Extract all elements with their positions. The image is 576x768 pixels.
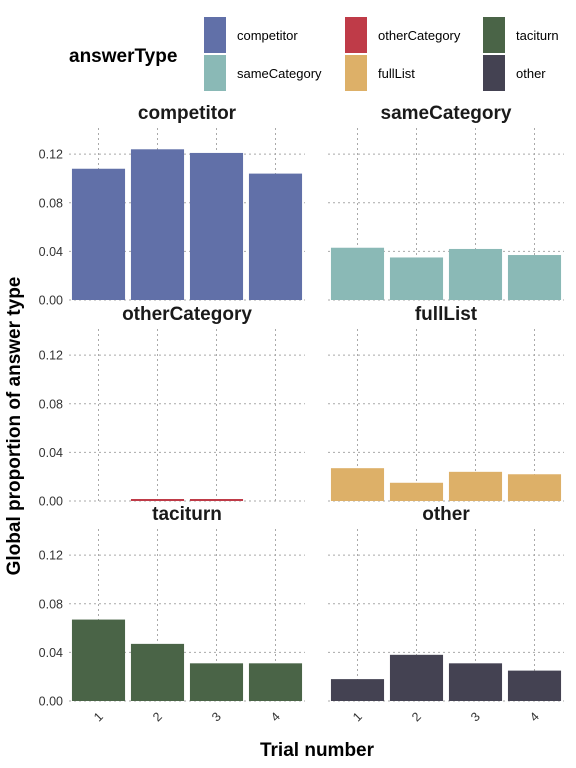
bar-fullList-2 — [389, 482, 444, 501]
x-tick-label: 1 — [350, 710, 365, 725]
y-tick-label: 0.00 — [39, 695, 63, 709]
bar-fullList-1 — [330, 468, 385, 501]
y-tick-label: 0.08 — [39, 397, 63, 411]
legend-label-competitor: competitor — [237, 28, 298, 43]
x-axis-title: Trial number — [260, 740, 375, 761]
facet-title-sameCategory: sameCategory — [381, 103, 512, 124]
x-tick-label: 3 — [209, 710, 224, 725]
facet-panel-fullList: fullList — [328, 304, 564, 502]
facet-panel-sameCategory: sameCategory — [328, 103, 564, 301]
bar-competitor-3 — [189, 152, 244, 300]
bar-otherCategory-2 — [130, 499, 185, 501]
y-tick-label: 0.12 — [39, 148, 63, 162]
legend-key-fullList — [345, 55, 367, 91]
facet-title-otherCategory: otherCategory — [122, 304, 252, 325]
facet-title-taciturn: taciturn — [152, 504, 222, 525]
bar-fullList-4 — [507, 474, 562, 501]
x-tick-label: 3 — [468, 710, 483, 725]
facet-title-fullList: fullList — [415, 304, 478, 325]
x-tick-label: 4 — [527, 710, 542, 725]
x-tick-label: 1 — [91, 710, 106, 725]
y-tick-label: 0.08 — [39, 196, 63, 210]
bar-competitor-4 — [248, 173, 303, 300]
facet-panel-taciturn: taciturn 0.00 0.04 0.08 0.12 1 2 3 4 — [39, 504, 305, 724]
facet-panel-otherCategory: otherCategory 0.00 0.04 0.08 0.12 — [39, 304, 305, 509]
legend-key-sameCategory — [204, 55, 226, 91]
legend-label-sameCategory: sameCategory — [237, 66, 322, 81]
x-tick-label: 4 — [268, 710, 283, 725]
bar-competitor-1 — [71, 168, 126, 300]
bar-sameCategory-2 — [389, 257, 444, 300]
y-tick-label: 0.04 — [39, 245, 63, 259]
x-tick-label: 2 — [409, 710, 424, 725]
bar-fullList-3 — [448, 471, 503, 501]
bar-other-2 — [389, 654, 444, 701]
legend-label-otherCategory: otherCategory — [378, 28, 461, 43]
y-tick-label: 0.04 — [39, 446, 63, 460]
y-tick-label: 0.08 — [39, 597, 63, 611]
legend-key-taciturn — [483, 17, 505, 53]
bar-taciturn-4 — [248, 663, 303, 701]
bar-taciturn-2 — [130, 643, 185, 701]
y-axis-title: Global proportion of answer type — [4, 277, 25, 576]
bar-sameCategory-3 — [448, 248, 503, 300]
legend-label-other: other — [516, 66, 546, 81]
bar-taciturn-3 — [189, 663, 244, 701]
facet-title-other: other — [422, 504, 470, 525]
legend: competitor sameCategory otherCategory fullL… — [204, 17, 559, 91]
facet-title-competitor: competitor — [138, 103, 237, 124]
bar-sameCategory-4 — [507, 255, 562, 300]
facet-panel-other: other 1 2 3 4 — [328, 504, 564, 724]
bar-taciturn-1 — [71, 619, 126, 701]
legend-label-taciturn: taciturn — [516, 28, 559, 43]
bar-otherCategory-3 — [189, 499, 244, 501]
bar-competitor-2 — [130, 149, 185, 300]
y-tick-label: 0.12 — [39, 549, 63, 563]
bar-other-4 — [507, 670, 562, 701]
y-tick-label: 0.12 — [39, 349, 63, 363]
y-tick-label: 0.04 — [39, 646, 63, 660]
facet-panel-competitor: competitor 0.00 0.04 0.08 0.12 — [39, 103, 305, 308]
bar-other-1 — [330, 679, 385, 701]
legend-key-otherCategory — [345, 17, 367, 53]
y-tick-label: 0.00 — [39, 495, 63, 509]
facet-panels: competitor 0.00 0.04 0.08 0.12 sameCategory ot… — [39, 103, 564, 724]
legend-key-other — [483, 55, 505, 91]
bar-sameCategory-1 — [330, 247, 385, 300]
legend-title: answerType — [69, 46, 177, 67]
legend-key-competitor — [204, 17, 226, 53]
x-tick-label: 2 — [150, 710, 165, 725]
legend-label-fullList: fullList — [378, 66, 415, 81]
bar-other-3 — [448, 663, 503, 701]
y-tick-label: 0.00 — [39, 294, 63, 308]
